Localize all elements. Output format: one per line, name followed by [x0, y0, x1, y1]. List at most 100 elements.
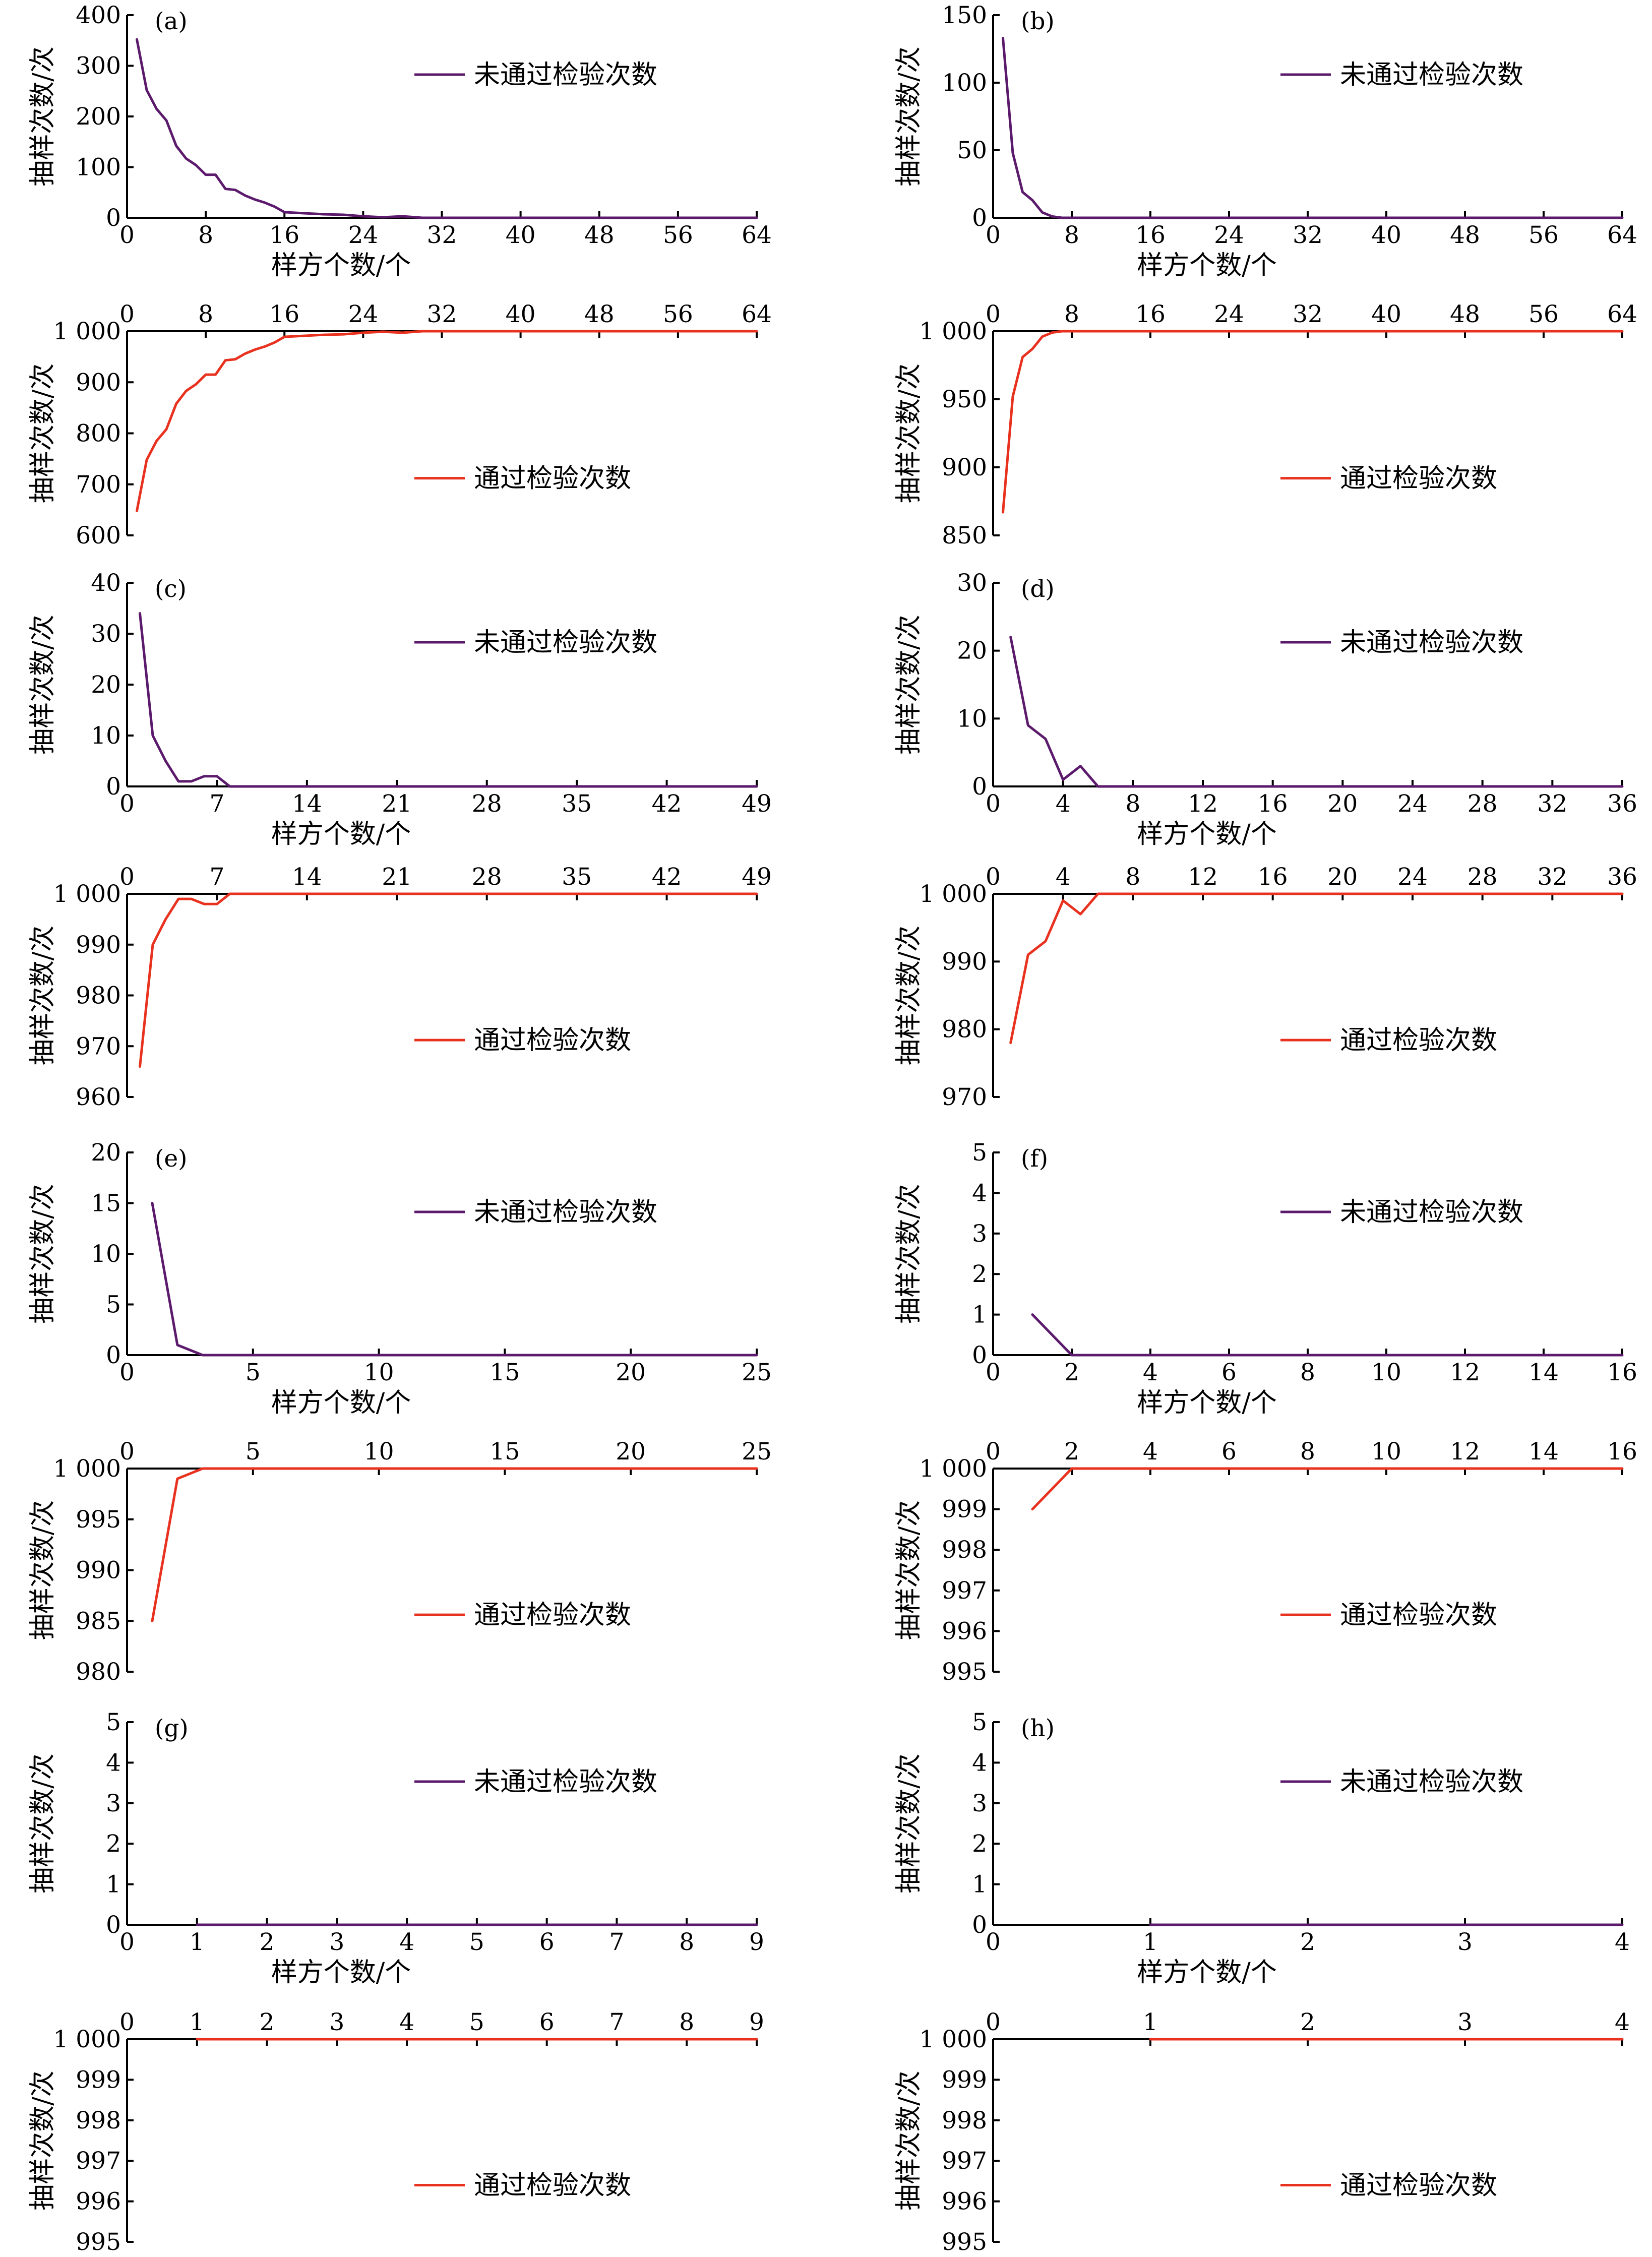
- x-axis-label: 样方个数/个: [271, 251, 411, 281]
- y-tick-label: 600: [76, 522, 121, 550]
- chart-panel-a-pass: 600 700 800 900 1 0000 8 16 24 32 40 48 56 64 抽样次数/次通…: [28, 300, 772, 550]
- y-tick-label: 1: [106, 1871, 121, 1899]
- series-line: [136, 38, 758, 219]
- x-tick-label: 20: [616, 1438, 646, 1466]
- legend-label: 通过检验次数: [1340, 2170, 1497, 2201]
- y-tick-label: 970: [76, 1032, 121, 1060]
- x-tick-label: 24: [1397, 863, 1428, 891]
- x-tick-label: 7: [609, 2008, 624, 2036]
- y-tick-label: 995: [76, 1506, 121, 1534]
- x-tick-label: 20: [616, 1359, 646, 1386]
- y-axis-label: 抽样次数/次: [28, 1753, 58, 1894]
- x-tick-label: 42: [652, 790, 682, 818]
- y-tick-label: 1: [972, 1871, 987, 1899]
- panel-letter: (f): [1021, 1145, 1048, 1173]
- x-tick-label: 16: [1135, 300, 1166, 328]
- x-tick-label: 12: [1188, 790, 1218, 818]
- x-tick-label: 3: [1457, 2008, 1473, 2036]
- y-tick-label: 3: [972, 1220, 987, 1248]
- x-tick-label: 56: [1528, 300, 1559, 328]
- x-tick-label: 0: [986, 1438, 1001, 1466]
- x-tick-label: 64: [742, 300, 772, 328]
- y-tick-label: 998: [942, 1536, 987, 1564]
- panel-letter: (g): [155, 1715, 189, 1742]
- x-tick-label: 6: [1221, 1438, 1237, 1466]
- y-axis-label: 抽样次数/次: [894, 615, 924, 755]
- y-tick-label: 0: [972, 1341, 987, 1369]
- y-tick-label: 900: [942, 454, 987, 481]
- x-tick-label: 8: [1300, 1438, 1315, 1466]
- x-tick-label: 8: [1064, 300, 1079, 328]
- y-tick-label: 980: [942, 1016, 987, 1044]
- y-tick-label: 990: [76, 931, 121, 959]
- x-tick-label: 8: [198, 300, 213, 328]
- y-tick-label: 30: [91, 620, 121, 648]
- x-tick-label: 35: [562, 863, 592, 891]
- y-tick-label: 40: [91, 569, 121, 597]
- series-line: [139, 892, 758, 1068]
- y-tick-label: 990: [76, 1557, 121, 1584]
- series-line: [1031, 1313, 1624, 1357]
- x-tick-label: 0: [986, 1928, 1001, 1956]
- y-tick-label: 1 000: [919, 880, 987, 908]
- y-tick-label: 2: [972, 1830, 987, 1858]
- y-tick-label: 1 000: [53, 318, 121, 345]
- legend-label: 未通过检验次数: [474, 1197, 657, 1228]
- x-tick-label: 0: [119, 300, 135, 328]
- y-tick-label: 4: [106, 1749, 121, 1777]
- x-tick-label: 64: [742, 221, 772, 249]
- series-line: [139, 612, 758, 788]
- x-tick-label: 2: [260, 2008, 275, 2036]
- y-tick-label: 800: [76, 420, 121, 448]
- x-tick-label: 4: [1056, 790, 1071, 818]
- y-tick-label: 700: [76, 471, 121, 499]
- x-tick-label: 40: [506, 221, 536, 249]
- x-tick-label: 0: [119, 1438, 135, 1466]
- x-tick-label: 16: [1607, 1359, 1637, 1386]
- y-tick-label: 50: [957, 137, 987, 164]
- x-tick-label: 0: [119, 2008, 135, 2036]
- x-tick-label: 0: [119, 221, 135, 249]
- x-tick-label: 48: [584, 300, 615, 328]
- x-tick-label: 36: [1607, 790, 1637, 818]
- x-tick-label: 1: [190, 2008, 205, 2036]
- x-tick-label: 0: [986, 790, 1001, 818]
- y-tick-label: 998: [942, 2107, 987, 2134]
- x-tick-label: 1: [1143, 1928, 1158, 1956]
- legend-label: 通过检验次数: [1340, 1600, 1497, 1630]
- y-tick-label: 1 000: [919, 2026, 987, 2053]
- y-tick-label: 4: [972, 1749, 987, 1777]
- y-tick-label: 3: [972, 1790, 987, 1817]
- y-axis-label: 抽样次数/次: [894, 363, 924, 504]
- panel-letter: (b): [1021, 8, 1055, 35]
- x-tick-label: 32: [1293, 300, 1323, 328]
- y-tick-label: 5: [106, 1709, 121, 1736]
- x-tick-label: 0: [119, 863, 135, 891]
- x-axis-label: 样方个数/个: [1137, 1958, 1277, 1988]
- x-tick-label: 2: [1064, 1438, 1079, 1466]
- y-tick-label: 0: [106, 204, 121, 232]
- y-tick-label: 0: [106, 1911, 121, 1939]
- series-line: [151, 1202, 758, 1357]
- x-tick-label: 36: [1607, 863, 1637, 891]
- legend-label: 通过检验次数: [474, 464, 631, 494]
- x-tick-label: 10: [364, 1438, 394, 1466]
- y-tick-label: 20: [91, 1139, 121, 1167]
- y-tick-label: 100: [942, 69, 987, 97]
- y-tick-label: 0: [972, 773, 987, 801]
- x-tick-label: 3: [329, 1928, 344, 1956]
- x-tick-label: 21: [382, 790, 412, 818]
- y-tick-label: 999: [942, 1496, 987, 1523]
- series-line: [1002, 330, 1624, 514]
- x-tick-label: 5: [246, 1359, 261, 1386]
